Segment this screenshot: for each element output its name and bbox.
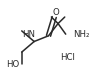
Text: HCl: HCl: [60, 53, 75, 62]
Text: O: O: [52, 8, 59, 17]
Text: HN: HN: [22, 30, 35, 39]
Text: HO: HO: [6, 60, 20, 69]
Text: NH₂: NH₂: [73, 30, 90, 40]
